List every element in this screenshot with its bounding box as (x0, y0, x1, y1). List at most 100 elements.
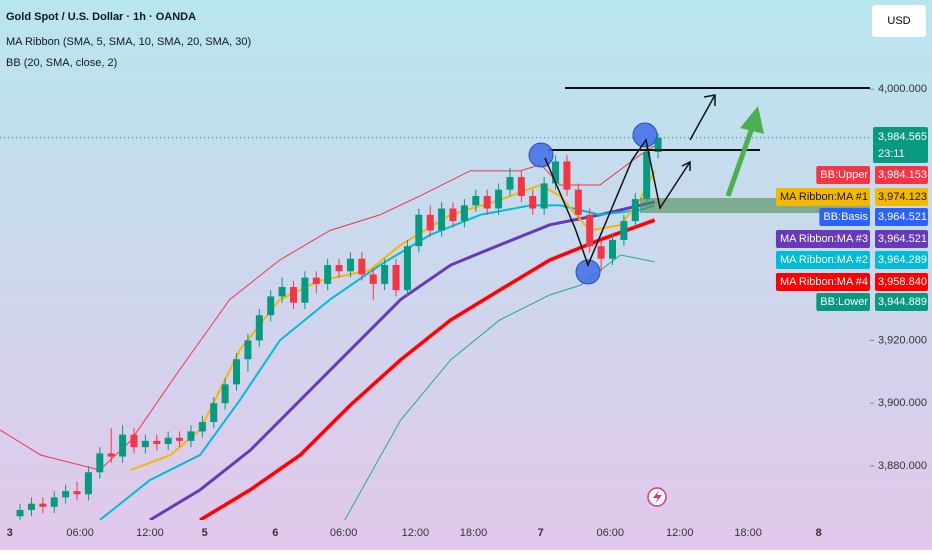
tag-name-box (816, 166, 870, 184)
tag-value-box (875, 273, 928, 291)
candle-body (483, 195, 491, 209)
tag-value: 3,984.153 (878, 169, 927, 181)
tag-value: 3,964.521 (878, 233, 927, 245)
candle-body (381, 265, 389, 284)
candle-body (460, 205, 468, 222)
candle-body (210, 403, 218, 423)
candle-body (346, 258, 354, 272)
tag-name: MA Ribbon:MA #2 (780, 254, 868, 266)
x-tick-label: 18:00 (460, 527, 488, 539)
x-tick-label: 3 (7, 527, 13, 539)
tag-name: MA Ribbon:MA #3 (780, 233, 868, 245)
candle-body (449, 208, 457, 222)
tag-name-box (775, 188, 870, 206)
tag-name-box (775, 230, 870, 248)
tag-value-box (875, 188, 928, 206)
candle-body (324, 265, 332, 284)
candle-body (620, 221, 628, 240)
candle-body (50, 497, 58, 507)
candle-body (278, 287, 286, 297)
candle-body (529, 195, 537, 209)
indicator-line (149, 200, 656, 520)
tag-value: 3,974.123 (878, 191, 927, 203)
candle-body (552, 161, 560, 184)
candle-body (403, 246, 411, 291)
annotations (528, 87, 870, 507)
tag-value: 3,964.289 (878, 254, 927, 266)
candle-body (426, 214, 434, 231)
tag-value-box (875, 208, 928, 226)
candle-body (563, 161, 571, 190)
x-tick-label: 6 (272, 527, 278, 539)
countdown: 23:11 (878, 148, 905, 160)
candle-body (289, 287, 297, 303)
tag-value-box (875, 293, 928, 311)
tag-value-box (875, 230, 928, 248)
x-tick-label: 18:00 (734, 527, 762, 539)
last-price: 3,984.565 (878, 131, 927, 143)
y-tick-label: 3,920.000 (878, 334, 927, 346)
candle-body (255, 315, 263, 341)
candle-body (130, 434, 138, 448)
tag-name: MA Ribbon:MA #1 (780, 191, 868, 203)
tag-value-box (875, 166, 928, 184)
candle-body (119, 434, 127, 457)
candle-body (27, 503, 35, 510)
candle-body (312, 277, 320, 284)
candle-body (153, 440, 161, 445)
plot-area (0, 133, 870, 520)
candle-body (597, 246, 605, 259)
candle-body (574, 189, 582, 215)
candle-body (198, 422, 206, 432)
tag-value: 3,944.889 (878, 296, 927, 308)
y-tick-label: 4,000.000 (878, 83, 927, 95)
tag-value: 3,958.840 (878, 276, 927, 288)
candle-body (540, 183, 548, 209)
candle-body (415, 214, 423, 247)
tag-value: 3,964.521 (878, 211, 927, 223)
currency[interactable]: USD (887, 15, 910, 27)
y-tick-label: 3,900.000 (878, 397, 927, 409)
tag-name: BB:Lower (820, 296, 868, 308)
candle-body (39, 503, 47, 507)
tag-name: MA Ribbon:MA #4 (780, 276, 868, 288)
candle-body (267, 296, 275, 316)
candle-body (233, 359, 241, 385)
candle-body (438, 208, 446, 231)
candle-body (141, 440, 149, 448)
candle-body (62, 491, 70, 498)
indicator-line (344, 254, 655, 520)
candle-body (187, 431, 195, 441)
x-tick-label: 5 (202, 527, 208, 539)
candle-body (654, 137, 662, 152)
indicator-line (199, 218, 656, 520)
x-tick-label: 8 (816, 527, 822, 539)
candle-body (164, 437, 172, 445)
tag-name-box (775, 251, 870, 269)
tag-value-box (875, 251, 928, 269)
candle-body (96, 453, 104, 473)
last-price-tag (873, 127, 928, 163)
currency-button[interactable] (872, 5, 926, 37)
x-tick-label: 06:00 (66, 527, 94, 539)
indicator: MA Ribbon (SMA, 5, SMA, 10, SMA, 20, SMA… (6, 36, 251, 48)
candle-body (631, 199, 639, 222)
tag-name-box (819, 208, 870, 226)
candle-body (369, 274, 377, 284)
candle-body (392, 265, 400, 291)
tag-name: BB:Upper (820, 169, 868, 181)
x-tick-label: 06:00 (596, 527, 624, 539)
y-tick-label: 3,880.000 (878, 460, 927, 472)
candle-body (506, 177, 514, 190)
tag-name-box (775, 273, 870, 291)
x-tick-label: 7 (538, 527, 544, 539)
candle-body (517, 177, 525, 196)
candle-body (176, 437, 184, 441)
candle-body (495, 189, 503, 209)
candle-body (244, 340, 252, 360)
x-tick-label: 12:00 (402, 527, 430, 539)
candle-body (16, 509, 24, 517)
candle-body (221, 384, 229, 404)
candle-body (84, 472, 92, 495)
